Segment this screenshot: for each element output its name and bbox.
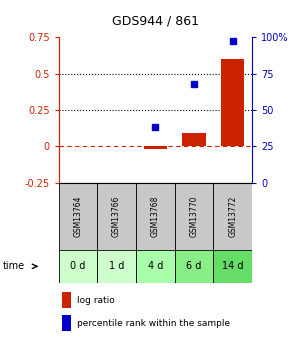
Text: GSM13772: GSM13772 (228, 196, 237, 237)
Bar (97, 250, 136, 283)
Bar (221, 59, 244, 146)
Text: 1 d: 1 d (109, 262, 124, 271)
Bar (175, 183, 213, 250)
Bar (62, 292, 71, 308)
Bar (182, 133, 206, 146)
Text: time: time (3, 262, 25, 271)
Bar (59, 183, 97, 250)
Text: GSM13766: GSM13766 (112, 196, 121, 237)
Text: GSM13768: GSM13768 (151, 196, 160, 237)
Text: 14 d: 14 d (222, 262, 243, 271)
Bar (213, 250, 252, 283)
Text: GDS944 / 861: GDS944 / 861 (112, 14, 199, 28)
Bar (213, 183, 252, 250)
Bar (97, 183, 136, 250)
Text: 6 d: 6 d (186, 262, 202, 271)
Text: 4 d: 4 d (148, 262, 163, 271)
Text: log ratio: log ratio (77, 296, 115, 305)
Bar (62, 315, 71, 331)
Text: percentile rank within the sample: percentile rank within the sample (77, 319, 230, 328)
Bar (144, 146, 167, 149)
Bar (136, 250, 175, 283)
Bar (59, 250, 97, 283)
Bar (175, 250, 213, 283)
Text: GSM13770: GSM13770 (190, 196, 198, 237)
Bar (136, 183, 175, 250)
Text: GSM13764: GSM13764 (74, 196, 82, 237)
Text: 0 d: 0 d (70, 262, 86, 271)
